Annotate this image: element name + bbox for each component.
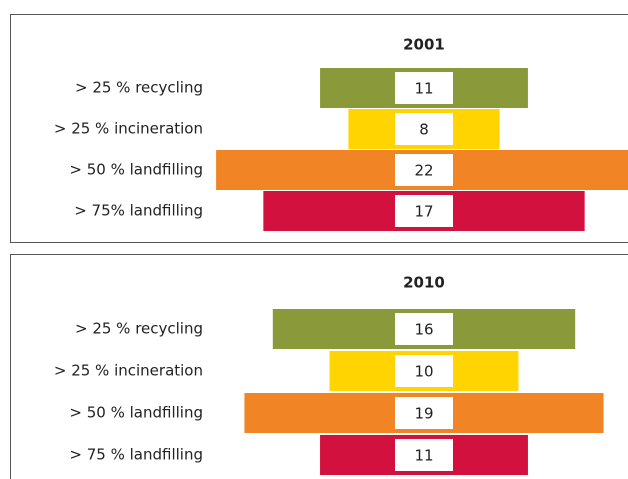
category-label: > 50 % landfilling	[69, 161, 203, 179]
value-box	[395, 439, 453, 471]
value-box	[395, 113, 453, 145]
category-label: > 75 % landfilling	[69, 446, 203, 464]
value-box	[395, 195, 453, 227]
value-box	[395, 154, 453, 186]
panel-frame	[10, 254, 628, 479]
category-label: > 25 % recycling	[75, 320, 203, 338]
chart-title: 2010	[403, 274, 445, 292]
chart-title: 2001	[403, 36, 445, 54]
value-box	[395, 355, 453, 387]
value-box	[395, 397, 453, 429]
category-label: > 25 % incineration	[54, 362, 203, 380]
category-label: > 75% landfilling	[74, 202, 203, 220]
category-label: > 25 % incineration	[54, 120, 203, 138]
data-label: 17	[414, 203, 433, 221]
category-label: > 50 % landfilling	[69, 404, 203, 422]
value-box	[395, 313, 453, 345]
data-label: 16	[414, 321, 433, 339]
data-label: 22	[414, 162, 433, 180]
data-label: 10	[414, 363, 433, 381]
data-label: 19	[414, 405, 433, 423]
panel-frame	[10, 14, 628, 243]
data-label: 8	[419, 121, 429, 139]
data-label: 11	[414, 80, 433, 98]
value-box	[395, 72, 453, 104]
data-label: 11	[414, 447, 433, 465]
category-label: > 25 % recycling	[75, 79, 203, 97]
